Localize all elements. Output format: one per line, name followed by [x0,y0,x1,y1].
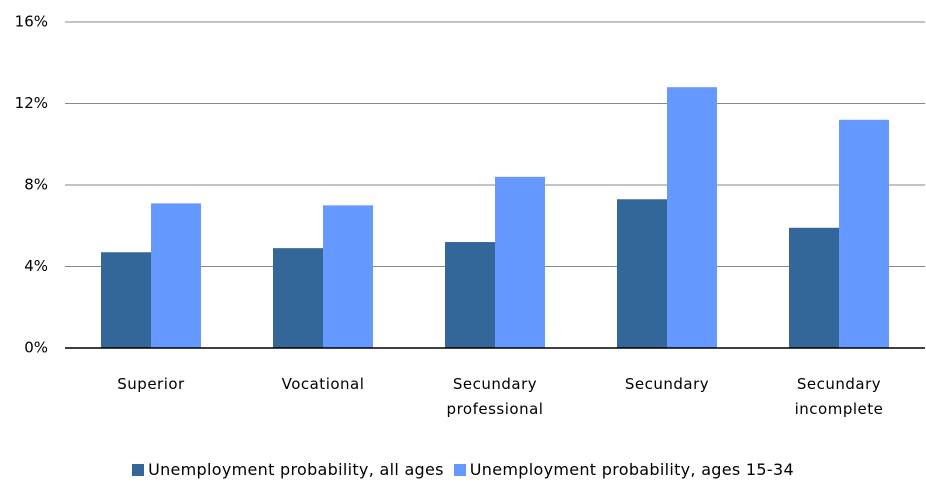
bar [273,248,323,348]
y-tick-label: 0% [24,339,48,357]
bar [839,119,889,348]
x-tick-label: Vocational [281,375,365,393]
bar [617,199,667,348]
legend-swatch [132,463,145,476]
bar [495,176,545,348]
x-tick-label: Secundary professional [446,375,544,418]
x-tick-label: Secundary incomplete [794,375,884,418]
bar [445,242,495,348]
y-tick-label: 12% [15,94,48,112]
bar [101,252,151,348]
legend-swatch [453,463,466,476]
legend-item: Unemployment probability, ages 15-34 [453,460,794,479]
y-tick-label: 4% [24,257,48,275]
bar [151,203,201,348]
bar [789,227,839,348]
y-tick-label: 16% [15,13,48,31]
legend-label: Unemployment probability, all ages [148,460,444,479]
x-tick-label: Superior [117,375,185,393]
legend-item: Unemployment probability, all ages [132,460,444,479]
x-tick-label: Secundary [624,375,710,393]
legend: Unemployment probability, all ages Unempl… [0,460,926,479]
bar [323,205,373,348]
chart: 0% 4% 8% 12% 16% [15,13,925,357]
y-tick-label: 8% [24,176,48,194]
legend-label: Unemployment probability, ages 15-34 [469,460,794,479]
bar [667,87,717,348]
